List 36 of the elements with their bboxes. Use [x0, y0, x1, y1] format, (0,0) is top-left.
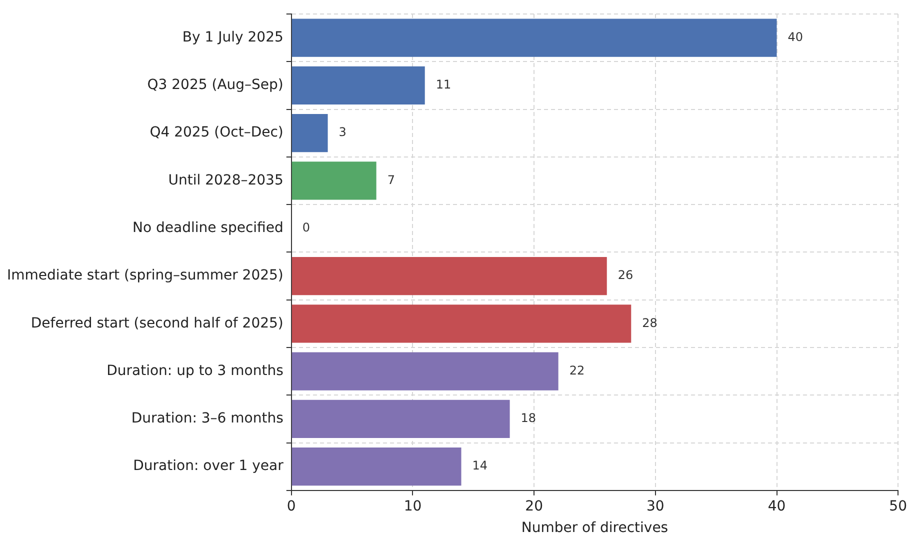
x-tick-label: 40: [768, 498, 786, 514]
x-tick-label: 20: [525, 498, 543, 514]
bar: [292, 304, 632, 343]
bar: [292, 448, 462, 486]
y-tick-label: Immediate start (spring–summer 2025): [6, 268, 284, 284]
data-label: 7: [387, 172, 395, 187]
data-label: 28: [642, 316, 658, 330]
x-tick-label: 50: [889, 498, 908, 514]
data-label: 14: [472, 458, 488, 473]
data-label: 11: [436, 78, 452, 92]
data-label: 3: [338, 125, 346, 140]
bar: [292, 162, 376, 200]
x-tick-label: 30: [646, 498, 664, 514]
data-label: 26: [618, 268, 634, 282]
bar: [292, 114, 328, 152]
y-tick-label: Duration: up to 3 months: [106, 362, 284, 379]
y-tick-label: Deferred start (second half of 2025): [30, 315, 284, 332]
y-tick-label: Q4 2025 (Oct–Dec): [150, 124, 284, 141]
data-label: 40: [788, 30, 804, 44]
data-label: 18: [520, 411, 536, 426]
y-tick-label: No deadline specified: [132, 220, 284, 236]
y-tick-label: Duration: over 1 year: [133, 458, 284, 474]
x-tick-label: 10: [404, 498, 422, 514]
x-tick-label: 0: [286, 498, 296, 514]
x-axis-title: Number of directives: [521, 520, 668, 536]
bar: [292, 66, 425, 105]
y-tick-label: By 1 July 2025: [182, 29, 284, 46]
bar: [292, 352, 558, 390]
y-tick-label: Until 2028–2035: [168, 172, 284, 188]
y-tick-label: Duration: 3–6 months: [131, 410, 284, 427]
bar: [292, 256, 607, 296]
data-label: 22: [569, 363, 585, 378]
y-tick-label: Q3 2025 (Aug–Sep): [147, 77, 284, 94]
bar: [292, 400, 510, 438]
data-label: 0: [302, 220, 310, 235]
bar: [292, 18, 777, 57]
